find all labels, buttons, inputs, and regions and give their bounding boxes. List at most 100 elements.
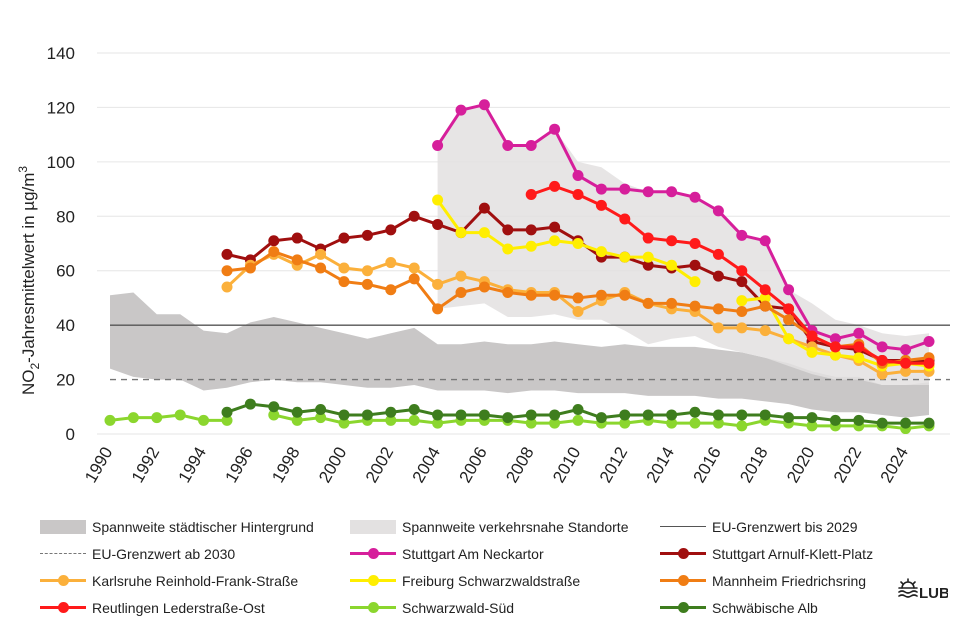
data-point bbox=[876, 341, 888, 353]
legend-label: Mannheim Friedrichsring bbox=[712, 573, 867, 589]
legend-item-arnulf: Stuttgart Arnulf-Klett-Platz bbox=[660, 543, 873, 565]
legend-label: Stuttgart Am Neckartor bbox=[402, 546, 544, 562]
data-point bbox=[923, 357, 935, 369]
data-point bbox=[432, 140, 444, 152]
data-point bbox=[268, 235, 280, 247]
logo-text: LUBW bbox=[919, 585, 948, 602]
legend-item-neckartor: Stuttgart Am Neckartor bbox=[350, 543, 544, 565]
legend-item-freiburg: Freiburg Schwarzwaldstraße bbox=[350, 570, 580, 592]
legend-marker-mannheim bbox=[660, 573, 706, 589]
data-point bbox=[642, 297, 654, 309]
legend-swatch-band-urban bbox=[40, 519, 86, 535]
data-point bbox=[385, 224, 397, 236]
data-point bbox=[736, 265, 748, 277]
data-point bbox=[806, 330, 818, 342]
data-point bbox=[712, 205, 724, 217]
y-tick-labels: 0 20 40 60 80 100 120 140 bbox=[47, 44, 75, 444]
x-tick-label: 2002 bbox=[362, 444, 397, 486]
data-point bbox=[432, 409, 444, 421]
data-point bbox=[502, 412, 514, 424]
legend-label: Spannweite verkehrsnahe Standorte bbox=[402, 519, 629, 535]
y-tick-label: 140 bbox=[47, 44, 75, 63]
data-point bbox=[712, 270, 724, 282]
data-point bbox=[712, 322, 724, 334]
data-point bbox=[268, 246, 280, 258]
data-point bbox=[759, 325, 771, 337]
data-point bbox=[525, 240, 537, 252]
data-point bbox=[502, 140, 514, 152]
data-point bbox=[525, 140, 537, 152]
data-point bbox=[806, 412, 818, 424]
data-point bbox=[642, 232, 654, 244]
data-point bbox=[432, 194, 444, 206]
series-5 bbox=[525, 180, 935, 369]
data-point bbox=[408, 262, 420, 274]
x-tick-label: 2016 bbox=[689, 444, 724, 486]
data-point bbox=[268, 409, 280, 421]
data-point bbox=[502, 286, 514, 298]
data-point bbox=[338, 417, 350, 429]
y-axis-label: NO2-Jahresmittelwert in µg/m3 bbox=[16, 166, 42, 395]
data-point bbox=[829, 341, 841, 353]
y-tick-label: 60 bbox=[56, 262, 75, 281]
legend-label: EU-Grenzwert ab 2030 bbox=[92, 546, 236, 562]
data-point bbox=[689, 417, 701, 429]
no2-line-chart: NO2-Jahresmittelwert in µg/m3 0 20 40 60 80 1… bbox=[16, 44, 950, 486]
data-point bbox=[221, 406, 233, 418]
data-point bbox=[923, 335, 935, 347]
data-point bbox=[689, 300, 701, 312]
data-point bbox=[853, 352, 865, 364]
data-point bbox=[455, 270, 467, 282]
data-point bbox=[502, 224, 514, 236]
legend-label: Stuttgart Arnulf-Klett-Platz bbox=[712, 546, 874, 562]
data-point bbox=[478, 281, 490, 293]
y-tick-label: 80 bbox=[56, 207, 75, 226]
x-tick-label: 1992 bbox=[128, 444, 163, 486]
data-point bbox=[783, 284, 795, 296]
x-tick-label: 1994 bbox=[175, 444, 210, 486]
data-point bbox=[455, 227, 467, 239]
data-point bbox=[642, 251, 654, 263]
legend-label: Schwäbische Alb bbox=[712, 600, 818, 616]
legend-marker-freiburg bbox=[350, 573, 396, 589]
y-tick-label: 100 bbox=[47, 153, 75, 172]
data-point bbox=[572, 169, 584, 181]
data-point bbox=[549, 123, 561, 135]
data-point bbox=[338, 232, 350, 244]
x-tick-label: 2014 bbox=[643, 444, 678, 486]
y-axis-title: NO2-Jahresmittelwert in µg/m3 bbox=[16, 166, 42, 395]
x-tick-labels: 1990 1992 1994 1996 1998 2000 2002 2004 2006 2008… bbox=[81, 444, 912, 486]
data-point bbox=[525, 409, 537, 421]
x-tick-label: 1996 bbox=[221, 444, 256, 486]
data-point bbox=[385, 284, 397, 296]
data-point bbox=[432, 278, 444, 290]
data-point bbox=[900, 365, 912, 377]
legend-item-schwarzwald: Schwarzwald-Süd bbox=[350, 597, 514, 619]
y-tick-label: 120 bbox=[47, 98, 75, 117]
x-tick-label: 2000 bbox=[315, 444, 350, 486]
data-point bbox=[338, 262, 350, 274]
x-tick-label: 2010 bbox=[549, 444, 584, 486]
data-point bbox=[736, 276, 748, 288]
data-point bbox=[549, 289, 561, 301]
data-point bbox=[104, 414, 116, 426]
legend-marker-alb bbox=[660, 600, 706, 616]
data-point bbox=[338, 276, 350, 288]
data-point bbox=[689, 259, 701, 271]
data-point bbox=[174, 409, 186, 421]
data-point bbox=[291, 232, 303, 244]
legend-label: Karlsruhe Reinhold-Frank-Straße bbox=[92, 573, 299, 589]
data-point bbox=[361, 409, 373, 421]
data-point bbox=[502, 243, 514, 255]
data-point bbox=[666, 297, 678, 309]
data-point bbox=[689, 406, 701, 418]
data-point bbox=[385, 257, 397, 269]
data-point bbox=[736, 322, 748, 334]
data-point bbox=[455, 104, 467, 116]
data-point bbox=[549, 180, 561, 192]
x-tick-label: 1998 bbox=[268, 444, 303, 486]
legend-item-alb: Schwäbische Alb bbox=[660, 597, 818, 619]
data-point bbox=[572, 404, 584, 416]
data-point bbox=[689, 238, 701, 249]
data-point bbox=[432, 303, 444, 315]
